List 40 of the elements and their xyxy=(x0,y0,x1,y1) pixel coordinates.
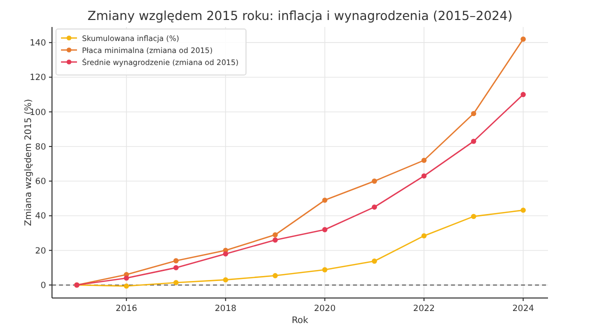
point xyxy=(520,208,526,213)
point xyxy=(372,258,377,264)
point xyxy=(372,204,377,210)
y-tick-label: 60 xyxy=(35,177,46,188)
point xyxy=(372,178,377,184)
point xyxy=(272,232,278,238)
point xyxy=(471,214,476,220)
point xyxy=(124,283,129,289)
y-tick-label: 140 xyxy=(30,38,46,49)
point xyxy=(272,273,278,278)
point xyxy=(173,280,179,286)
chart-title: Zmiany względem 2015 roku: inflacja i wynagrodzenia (2015–2024) xyxy=(88,8,512,23)
y-tick-label: 120 xyxy=(30,73,46,84)
y-tick-label: 20 xyxy=(35,246,46,256)
x-tick-label: 2020 xyxy=(314,304,336,314)
point xyxy=(322,267,328,272)
y-tick-label: 100 xyxy=(30,108,46,118)
point xyxy=(223,277,228,282)
x-tick-label: 2024 xyxy=(512,304,534,314)
point xyxy=(173,265,179,270)
point xyxy=(520,92,526,98)
point xyxy=(173,258,179,264)
point xyxy=(322,227,328,232)
point xyxy=(421,158,427,163)
point xyxy=(471,110,476,116)
point xyxy=(421,173,427,179)
x-axis-title: Rok xyxy=(292,316,310,326)
y-tick-label: 0 xyxy=(40,281,46,292)
x-tick-label: 2016 xyxy=(116,304,138,314)
point xyxy=(520,36,526,42)
point xyxy=(322,198,328,203)
point xyxy=(272,237,278,243)
point xyxy=(421,233,427,238)
x-tick-label: 2022 xyxy=(413,304,435,314)
point xyxy=(223,251,228,256)
x-tick-label: 2018 xyxy=(214,304,236,314)
y-tick-label: 40 xyxy=(35,212,46,222)
point xyxy=(124,275,129,281)
y-tick-label: 80 xyxy=(35,142,46,152)
point xyxy=(471,138,476,144)
